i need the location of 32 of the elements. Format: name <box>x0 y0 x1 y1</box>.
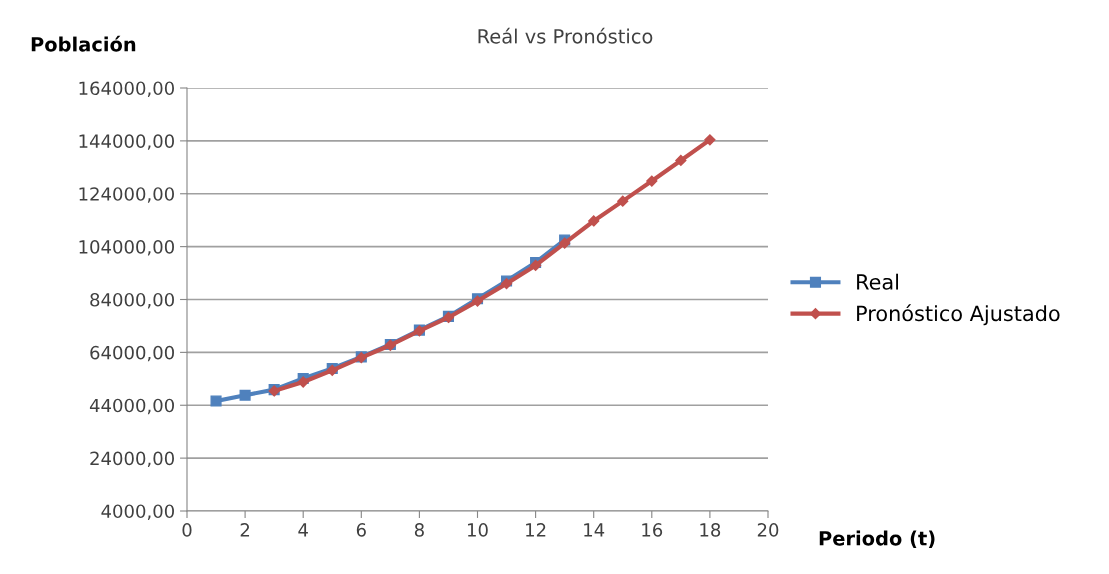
x-tick-label: 16 <box>642 523 663 537</box>
x-tick-label: 10 <box>468 523 488 537</box>
x-tick-label: 12 <box>526 523 546 537</box>
x-tick-label: 8 <box>414 523 424 537</box>
point <box>646 175 658 187</box>
x-tick-label: 14 <box>584 523 605 537</box>
point <box>704 134 716 146</box>
y-tick-label: 164000,00 <box>79 81 174 97</box>
x-tick-label: 6 <box>356 523 366 537</box>
point <box>617 195 629 207</box>
y-tick-label: 144000,00 <box>79 134 174 150</box>
point <box>210 395 222 407</box>
chart-title: Reál vs Pronóstico <box>478 27 653 44</box>
legend-label: Real <box>857 273 899 290</box>
y-tick-label: 24000,00 <box>90 451 174 468</box>
point <box>588 215 600 227</box>
y-tick-label: 64000,00 <box>90 345 174 362</box>
legend-label: Pronóstico Ajustado <box>857 304 1060 326</box>
y-tick-label: 44000,00 <box>89 398 174 415</box>
x-tick-label: 4 <box>298 523 308 537</box>
point <box>675 154 687 167</box>
y-tick-label: 84000,00 <box>90 292 174 309</box>
x-tick-label: 18 <box>700 523 721 537</box>
y-tick-label: 104000,00 <box>79 240 174 256</box>
x-tick-label: 0 <box>182 523 192 537</box>
point <box>239 389 251 401</box>
x-tick-label: 2 <box>240 523 250 537</box>
y-axis-title: Población <box>31 35 136 52</box>
x-tick-label: 20 <box>757 523 779 537</box>
y-tick-label: 124000,00 <box>79 187 174 203</box>
x-axis-title: Periodo (t) <box>819 530 935 548</box>
y-tick-label: 4000,00 <box>101 504 174 520</box>
